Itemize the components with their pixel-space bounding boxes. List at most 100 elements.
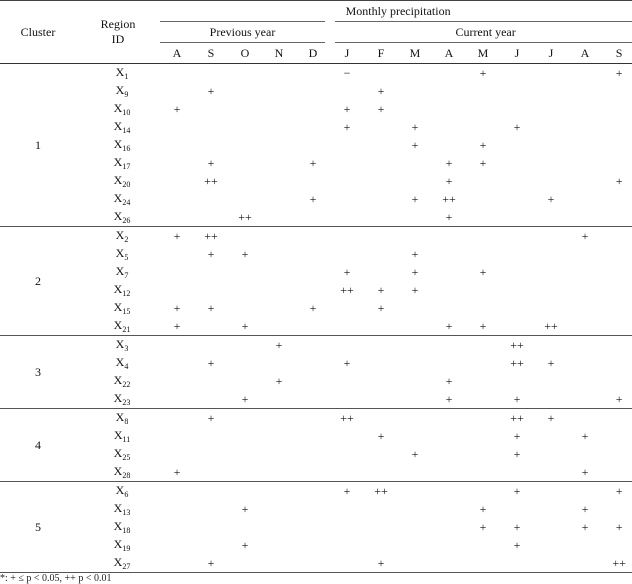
significance-cell: [296, 427, 330, 445]
significance-cell: [432, 64, 466, 83]
significance-cell: [194, 536, 228, 554]
significance-cell: [296, 208, 330, 227]
significance-cell: [534, 518, 568, 536]
region-subscript: 9: [124, 90, 129, 99]
significance-cell: [296, 227, 330, 246]
significance-cell: [398, 172, 432, 190]
significance-cell: [398, 518, 432, 536]
significance-cell: [398, 100, 432, 118]
significance-cell: +: [411, 264, 419, 279]
region-id: X21: [76, 317, 160, 336]
region-id: X12: [76, 281, 160, 299]
significance-cell: +: [479, 264, 487, 279]
significance-cell: [262, 463, 296, 482]
significance-cell: [296, 100, 330, 118]
cluster-header: Cluster: [20, 24, 56, 39]
significance-cell: [262, 208, 296, 227]
significance-cell: [466, 118, 500, 136]
significance-cell: [262, 245, 296, 263]
significance-cell: [194, 118, 228, 136]
significance-cell: [364, 445, 398, 463]
significance-cell: [194, 500, 228, 518]
month-header: J: [548, 45, 554, 60]
region-subscript: 28: [122, 471, 131, 480]
significance-cell: +: [411, 191, 419, 206]
significance-cell: [364, 118, 398, 136]
significance-cell: [432, 299, 466, 317]
significance-cell: [466, 208, 500, 227]
significance-cell: [364, 536, 398, 554]
region-prefix: X: [115, 246, 125, 260]
region-prefix: X: [113, 555, 123, 569]
region-subscript: 20: [122, 180, 131, 189]
significance-cell: [398, 482, 432, 501]
significance-cell: [398, 336, 432, 355]
significance-cell: +: [173, 318, 181, 333]
significance-cell: ++: [204, 228, 218, 243]
significance-cell: +: [615, 391, 623, 406]
region-prefix: X: [113, 119, 123, 133]
significance-cell: [568, 172, 602, 190]
significance-cell: [466, 299, 500, 317]
significance-cell: [466, 372, 500, 390]
significance-cell: [466, 281, 500, 299]
significance-cell: [262, 536, 296, 554]
significance-cell: +: [581, 464, 589, 479]
significance-cell: [568, 336, 602, 355]
table-row: X16 + +: [0, 136, 632, 154]
region-prefix: X: [113, 428, 123, 442]
significance-cell: [466, 536, 500, 554]
significance-cell: +: [207, 410, 215, 425]
significance-cell: [568, 281, 602, 299]
significance-cell: [534, 536, 568, 554]
month-header: O: [240, 45, 250, 60]
significance-cell: [568, 190, 602, 208]
significance-cell: [534, 336, 568, 355]
cluster-id: 5: [35, 519, 41, 534]
significance-cell: [568, 409, 602, 428]
significance-cell: [432, 227, 466, 246]
region-prefix: X: [113, 300, 123, 314]
significance-cell: [262, 354, 296, 372]
significance-cell: [262, 190, 296, 208]
region-prefix: X: [113, 173, 123, 187]
significance-cell: +: [309, 191, 317, 206]
table-row: 1 X1− + +: [0, 64, 632, 152]
table-row: X13 + + +: [0, 500, 632, 518]
significance-cell: +: [445, 173, 453, 188]
significance-cell: [534, 208, 568, 227]
significance-cell: +: [479, 137, 487, 152]
region-subscript: 6: [124, 490, 129, 499]
significance-cell: [432, 118, 466, 136]
significance-cell: [500, 299, 534, 317]
significance-cell: [364, 208, 398, 227]
region-id: X7: [76, 263, 160, 281]
significance-cell: [432, 354, 466, 372]
significance-cell: [500, 154, 534, 172]
significance-cell: [466, 427, 500, 445]
region-id: X27: [76, 554, 160, 573]
significance-cell: ++: [204, 173, 218, 188]
region-id: X3: [76, 336, 160, 355]
significance-cell: [330, 82, 364, 100]
significance-cell: [500, 82, 534, 100]
month-header: N: [274, 45, 284, 60]
significance-cell: +: [479, 155, 487, 170]
significance-cell: [602, 136, 632, 154]
significance-cell: [568, 263, 602, 281]
significance-cell: [364, 227, 398, 246]
significance-cell: [432, 536, 466, 554]
table-row: X22 + +: [0, 372, 632, 390]
region-prefix: X: [115, 83, 125, 97]
significance-cell: ++: [238, 209, 252, 224]
significance-cell: [160, 482, 194, 501]
significance-cell: [296, 445, 330, 463]
significance-cell: [262, 500, 296, 518]
significance-cell: [466, 227, 500, 246]
significance-cell: [262, 518, 296, 536]
significance-cell: [568, 245, 602, 263]
significance-cell: [432, 518, 466, 536]
significance-cell: +: [445, 155, 453, 170]
significance-cell: [534, 136, 568, 154]
significance-cell: [534, 263, 568, 281]
